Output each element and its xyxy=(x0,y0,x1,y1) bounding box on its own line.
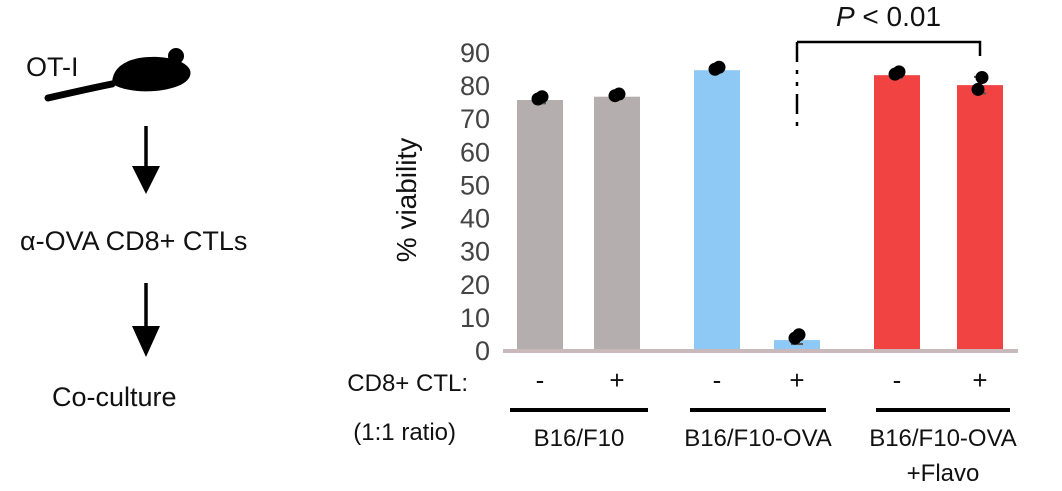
y-tick-label: 70 xyxy=(460,104,490,134)
y-tick-label: 90 xyxy=(460,38,490,68)
cd8-status-row: - + - + - + xyxy=(536,365,988,395)
cd8-status-mark: - xyxy=(536,365,545,395)
y-tick-label: 80 xyxy=(460,71,490,101)
cd8-ctl-label: CD8+ CTL: xyxy=(347,370,468,397)
p-value-label: P < 0.01 xyxy=(836,1,941,32)
cd8-status-mark: + xyxy=(972,365,987,395)
y-tick-label: 20 xyxy=(460,270,490,300)
arrow-down-icon xyxy=(132,126,160,194)
cd8-status-mark: + xyxy=(789,365,804,395)
cd8-status-mark: - xyxy=(893,365,902,395)
y-axis-label: % viability xyxy=(391,138,422,262)
coculture-label: Co-culture xyxy=(52,382,177,412)
data-point xyxy=(888,67,902,81)
ctl-label: α-OVA CD8+ CTLs xyxy=(20,226,247,256)
cd8-status-mark: + xyxy=(609,365,624,395)
data-point xyxy=(971,82,985,96)
group-label: B16/F10-OVA xyxy=(684,425,832,452)
bar xyxy=(874,75,920,350)
data-point xyxy=(708,62,722,76)
group-label: B16/F10-OVA xyxy=(869,425,1017,452)
y-tick-label: 50 xyxy=(460,170,490,200)
significance-bracket: P < 0.01 xyxy=(795,1,982,128)
cd8-status-mark: - xyxy=(713,365,722,395)
bar xyxy=(517,100,563,350)
data-points xyxy=(531,60,989,345)
group-label-line2: +Flavo xyxy=(907,460,980,487)
y-tick-label: 40 xyxy=(460,204,490,234)
p-threshold: < 0.01 xyxy=(855,1,941,32)
data-point xyxy=(608,89,622,103)
y-tick-label: 0 xyxy=(475,336,490,366)
bar xyxy=(594,96,640,350)
y-tick-label: 60 xyxy=(460,137,490,167)
bars xyxy=(517,70,1003,350)
p-symbol: P xyxy=(836,1,855,32)
ot1-label: OT-I xyxy=(26,52,79,82)
bracket-line xyxy=(797,40,982,56)
data-point xyxy=(531,92,545,106)
mouse-icon xyxy=(44,48,191,102)
data-point xyxy=(788,331,802,345)
y-tick-label: 30 xyxy=(460,237,490,267)
workflow-panel: OT-I α-OVA CD8+ CTLs Co-culture xyxy=(20,48,247,412)
group-labels: B16/F10 B16/F10-OVA B16/F10-OVA +Flavo xyxy=(510,408,1017,487)
data-point xyxy=(975,70,989,84)
ratio-label: (1:1 ratio) xyxy=(353,419,456,446)
group-label: B16/F10 xyxy=(534,425,625,452)
bar xyxy=(694,70,740,350)
arrow-down-icon xyxy=(132,283,160,357)
bar xyxy=(957,85,1003,350)
y-tick-label: 10 xyxy=(460,303,490,333)
